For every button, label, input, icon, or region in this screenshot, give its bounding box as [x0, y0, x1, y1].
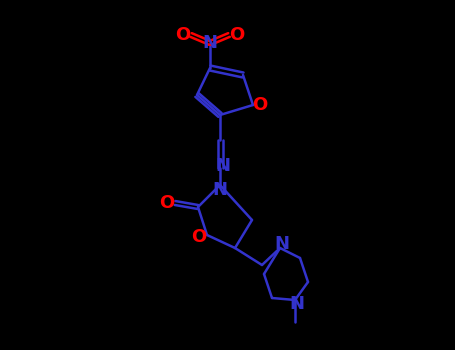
Text: N: N	[289, 295, 304, 313]
Text: N: N	[216, 157, 231, 175]
Text: N: N	[202, 34, 217, 52]
Text: O: O	[175, 26, 191, 44]
Text: O: O	[192, 228, 207, 246]
Text: O: O	[253, 96, 268, 114]
Text: O: O	[159, 194, 175, 212]
Text: N: N	[212, 181, 228, 199]
Text: N: N	[274, 235, 289, 253]
Text: O: O	[229, 26, 245, 44]
